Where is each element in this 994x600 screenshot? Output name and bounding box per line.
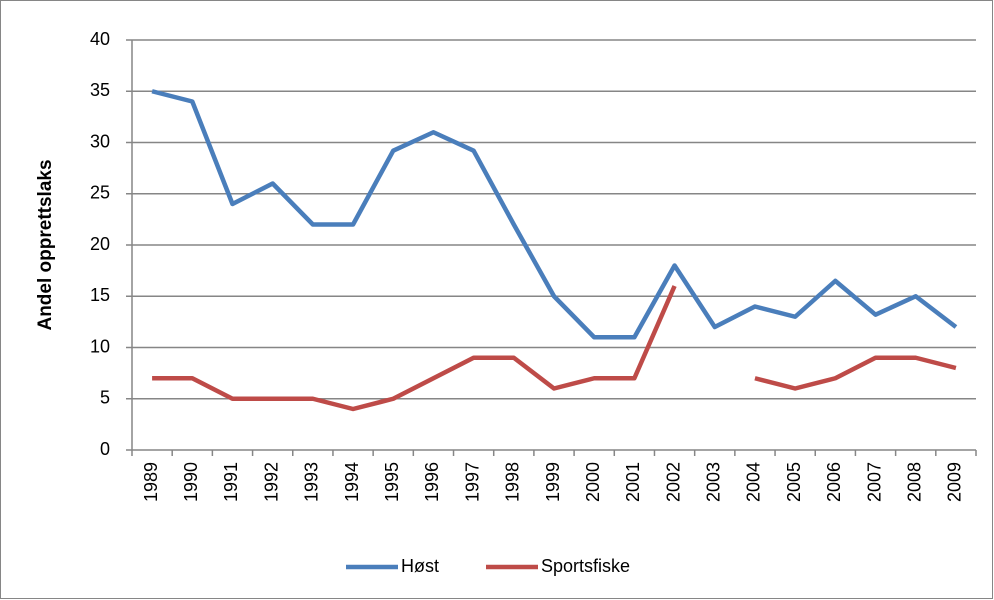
- x-tick-label: 1998: [503, 462, 523, 502]
- x-tick-label: 1991: [221, 462, 241, 502]
- x-tick-label: 1996: [422, 462, 442, 502]
- x-tick-label: 1989: [141, 462, 161, 502]
- y-tick-label: 20: [90, 234, 110, 254]
- x-tick-label: 2006: [824, 462, 844, 502]
- line-series: [152, 285, 957, 412]
- y-tick-label: 35: [90, 80, 110, 100]
- x-tick-label: 1995: [382, 462, 402, 502]
- x-tick-label: 2007: [864, 462, 884, 502]
- x-tick-label: 2008: [904, 462, 924, 502]
- y-axis-label: Andel opprettslaks: [35, 159, 56, 330]
- legend-label: Sportsfiske: [541, 556, 630, 576]
- x-tick-label: 2004: [744, 462, 764, 502]
- legend-label: Høst: [401, 556, 439, 576]
- y-tick-label: 10: [90, 336, 110, 356]
- x-tick-label: 2000: [583, 462, 603, 502]
- x-tick-label: 1990: [181, 462, 201, 502]
- x-tick-label: 2002: [663, 462, 683, 502]
- y-tick-label: 40: [90, 29, 110, 49]
- x-tick-label: 1999: [543, 462, 563, 502]
- x-tick-label: 2009: [945, 462, 965, 502]
- y-tick-label: 5: [100, 388, 110, 408]
- line-series: [151, 89, 958, 340]
- y-tick-label: 30: [90, 131, 110, 151]
- x-tick-label: 2005: [784, 462, 804, 502]
- x-tick-label: 2003: [704, 462, 724, 502]
- x-tick-label: 1997: [462, 462, 482, 502]
- x-tick-label: 1994: [342, 462, 362, 502]
- x-tick-label: 1992: [261, 462, 281, 502]
- y-tick-label: 15: [90, 285, 110, 305]
- x-tick-label: 2001: [623, 462, 643, 502]
- y-tick-label: 25: [90, 183, 110, 203]
- y-tick-label: 0: [100, 439, 110, 459]
- x-tick-label: 1993: [302, 462, 322, 502]
